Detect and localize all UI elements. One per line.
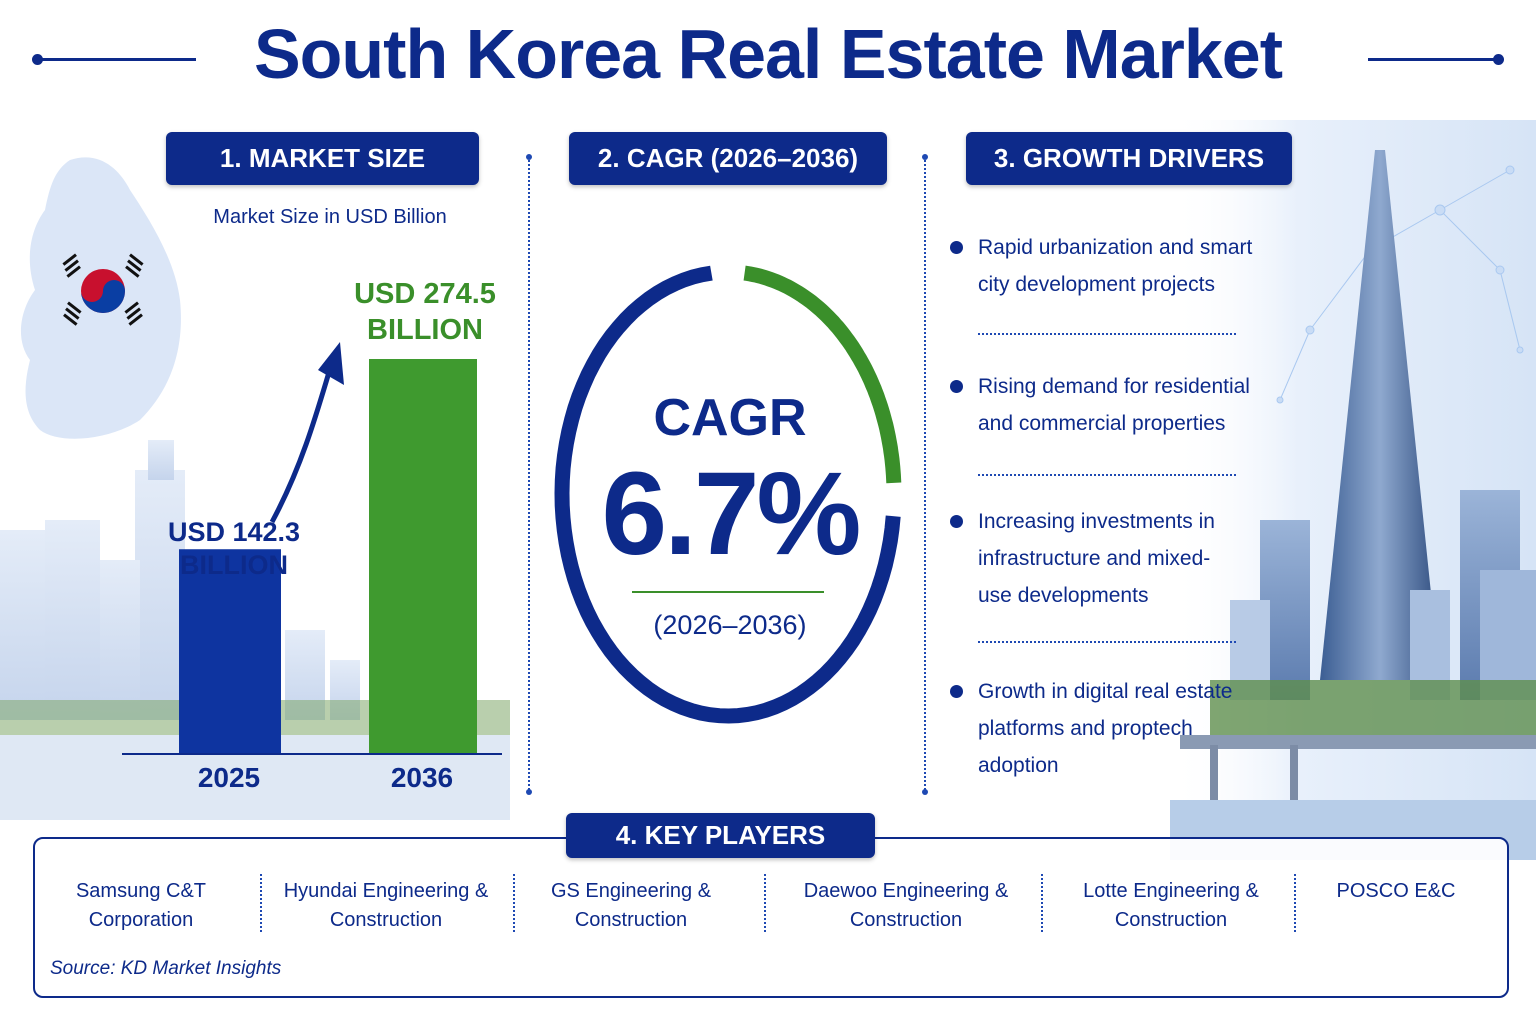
player-name-line1: Daewoo Engineering & — [803, 880, 1009, 902]
player-name-line1: Lotte Engineering & — [1083, 880, 1259, 902]
player-name-line2: Construction — [574, 909, 688, 931]
player-name-line1: Hyundai Engineering & — [283, 880, 489, 902]
driver-divider — [978, 333, 1236, 335]
player-name-line1: Samsung C&T — [75, 880, 207, 902]
growth-arrow-head-icon — [318, 342, 344, 385]
driver-item: Rising demand for residential and commer… — [950, 368, 1250, 448]
bullet-icon — [950, 685, 963, 698]
market-size-header: 1. MARKET SIZE — [166, 132, 479, 185]
player-divider — [764, 874, 766, 932]
bar-2036 — [369, 359, 477, 754]
cagr-period: (2026–2036) — [653, 610, 807, 640]
driver-item: Increasing investments in infrastructure… — [950, 503, 1250, 618]
player-gs: GS Engineering & Construction — [535, 877, 727, 935]
player-name-line2: Corporation — [88, 909, 194, 931]
player-name-line2: Construction — [329, 909, 443, 931]
growth-drivers-header: 3. GROWTH DRIVERS — [966, 132, 1292, 185]
title-left-line — [38, 58, 196, 61]
player-divider — [1041, 874, 1043, 932]
driver-divider — [978, 641, 1236, 643]
bar-2025-value-label: USD 142.3 BILLION — [150, 516, 318, 582]
separator-left-bottom-dot — [526, 789, 532, 795]
separator-left — [528, 160, 530, 790]
bar-2036-value-line2: BILLION — [367, 314, 483, 346]
cagr-value: 6.7% — [601, 448, 862, 580]
bar-2036-value-line1: USD 274.5 — [354, 278, 496, 310]
driver-text: Rising demand for residential and commer… — [978, 375, 1250, 435]
separator-right-bottom-dot — [922, 789, 928, 795]
player-posco: POSCO E&C — [1320, 877, 1472, 906]
player-daewoo: Daewoo Engineering & Construction — [795, 877, 1017, 935]
cagr-ring — [554, 265, 902, 724]
separator-right — [924, 160, 926, 790]
bar-2036-value-label: USD 274.5 BILLION — [335, 276, 515, 348]
title-right-dot — [1493, 54, 1504, 65]
source-note: Source: KD Market Insights — [50, 958, 282, 979]
player-divider — [1294, 874, 1296, 932]
driver-text: Rapid urbanization and smart city develo… — [978, 236, 1253, 296]
cagr-label: CAGR — [653, 389, 807, 447]
player-divider — [260, 874, 262, 932]
x-tick-2036: 2036 — [390, 762, 454, 793]
cagr-header: 2. CAGR (2026–2036) — [569, 132, 887, 185]
market-size-bar-chart — [122, 342, 502, 755]
player-lotte: Lotte Engineering & Construction — [1075, 877, 1267, 935]
key-players-panel — [33, 837, 1509, 998]
bar-2025-value-line2: BILLION — [180, 550, 288, 580]
driver-item: Growth in digital real estate platforms … — [950, 673, 1250, 777]
cagr-ring-green-arc — [743, 265, 902, 484]
title-right-line — [1368, 58, 1498, 61]
separator-right-top-dot — [922, 154, 928, 160]
right-city-tower-illustration — [1170, 120, 1536, 860]
key-players-header: 4. KEY PLAYERS — [566, 813, 875, 858]
page-title: South Korea Real Estate Market — [253, 15, 1283, 93]
bar-2025 — [179, 549, 281, 754]
title-left-dot — [32, 54, 43, 65]
player-hyundai: Hyundai Engineering & Construction — [280, 877, 492, 935]
cagr-ring-navy-arc — [554, 265, 901, 724]
bar-2025-value-line1: USD 142.3 — [167, 517, 301, 547]
x-tick-2025: 2025 — [197, 762, 261, 793]
growth-arrow — [269, 361, 335, 524]
driver-item: Rapid urbanization and smart city develo… — [950, 229, 1252, 309]
bullet-icon — [950, 515, 963, 528]
player-samsung: Samsung C&T Corporation — [52, 877, 230, 935]
separator-left-top-dot — [526, 154, 532, 160]
player-name-line2: Construction — [1114, 909, 1228, 931]
bullet-icon — [950, 380, 963, 393]
driver-divider — [978, 474, 1236, 476]
player-name-line1: GS Engineering & — [550, 880, 712, 902]
driver-text: Increasing investments in infrastructure… — [978, 510, 1215, 607]
bullet-icon — [950, 241, 963, 254]
market-size-subtitle: Market Size in USD Billion — [213, 206, 447, 228]
player-name-line2: Construction — [849, 909, 963, 931]
korea-flag-icon — [62, 253, 144, 326]
driver-text: Growth in digital real estate platforms … — [978, 680, 1233, 777]
player-divider — [513, 874, 515, 932]
player-name-line1: POSCO E&C — [1336, 880, 1456, 902]
